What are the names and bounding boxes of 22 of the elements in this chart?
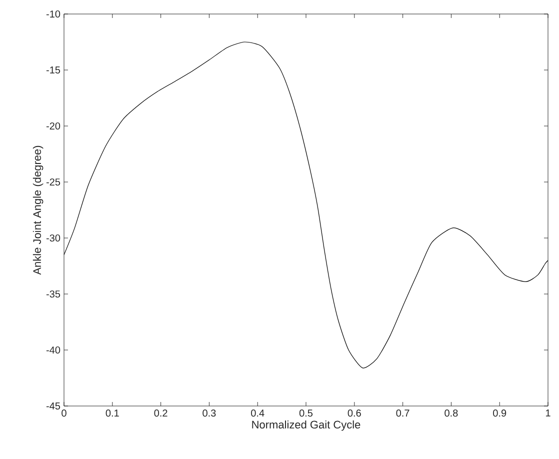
x-tick-label: 0.1 bbox=[106, 410, 119, 417]
x-tick-label: 0.9 bbox=[493, 410, 506, 417]
x-tick-label: 0.2 bbox=[154, 410, 168, 417]
line-series bbox=[64, 42, 548, 368]
y-tick-label: -45 bbox=[46, 402, 60, 410]
x-tick-label: 0.6 bbox=[348, 410, 361, 417]
y-tick-label: -35 bbox=[46, 290, 60, 298]
x-axis-title: Normalized Gait Cycle bbox=[252, 420, 360, 431]
x-tick-label: 0.7 bbox=[396, 410, 410, 417]
y-tick-label: -15 bbox=[46, 66, 60, 74]
x-tick-label: 0.4 bbox=[251, 410, 264, 417]
y-tick-label: -10 bbox=[46, 10, 60, 18]
x-tick-label: 0 bbox=[62, 410, 66, 417]
x-tick-label: 0.5 bbox=[299, 410, 313, 417]
x-tick-label: 0.3 bbox=[202, 410, 216, 417]
x-tick-label: 1 bbox=[546, 410, 550, 416]
y-axis-title: Ankle Joint Angle (degree) bbox=[32, 146, 44, 275]
y-tick-label: -20 bbox=[46, 122, 60, 130]
x-tick-label: 0.8 bbox=[444, 410, 458, 417]
y-tick-label: -40 bbox=[46, 346, 60, 354]
y-tick-label: -25 bbox=[46, 178, 60, 186]
y-tick-label: -30 bbox=[46, 234, 60, 242]
